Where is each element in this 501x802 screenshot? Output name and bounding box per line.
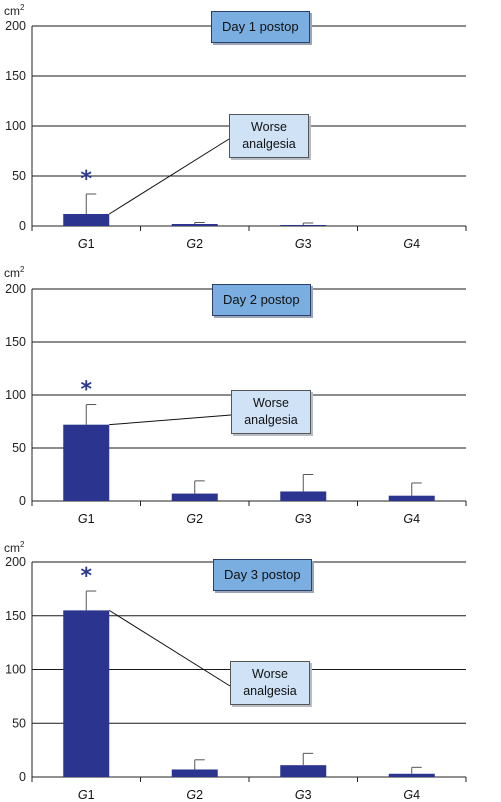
x-tick-label: G1 <box>78 788 95 802</box>
chart-panel-day-1: 0 50 100 150 200 G1 * G2 G3 G4 cm2 Day 1 postop W… <box>0 0 501 265</box>
x-tick-label: G2 <box>186 237 203 251</box>
day-label: Day 2 postop <box>223 292 300 307</box>
annotation-line-2: analgesia <box>244 413 298 427</box>
annotation-line-2: analgesia <box>243 684 297 698</box>
x-tick-label: G4 <box>403 237 420 251</box>
x-tick-label: G2 <box>186 512 203 526</box>
annotation-connector <box>108 609 231 687</box>
x-tick-label: G3 <box>295 512 312 526</box>
y-tick-label: 50 <box>12 716 26 730</box>
y-tick-label: 150 <box>5 609 26 623</box>
bar-g2 <box>171 224 218 226</box>
bar-g4 <box>388 773 435 777</box>
bar-g3 <box>280 765 327 777</box>
y-unit-label: cm2 <box>4 265 25 280</box>
bar-g1 <box>63 214 110 226</box>
x-tick-label: G2 <box>186 788 203 802</box>
annotation-line-1: Worse <box>253 396 289 410</box>
chart-panel-day-2: 0 50 100 150 200 G1 * G2 G3 G4 cm2 Day 2 postop W… <box>0 262 501 527</box>
annotation-line-1: Worse <box>252 667 288 681</box>
y-tick-label: 100 <box>5 388 26 402</box>
significance-star: * <box>80 378 92 403</box>
y-tick-label: 200 <box>5 282 26 296</box>
bar-g4 <box>388 495 435 501</box>
y-tick-label: 50 <box>12 441 26 455</box>
chart-panel-day-3: 0 50 100 150 200 G1 * G2 G3 G4 cm2 Day 3 postop W… <box>0 537 501 802</box>
day-label: Day 3 postop <box>224 567 301 582</box>
day-label-box: Day 2 postop <box>212 284 311 316</box>
annotation-line-1: Worse <box>251 120 287 134</box>
x-tick-label: G3 <box>295 237 312 251</box>
y-tick-label: 0 <box>19 494 26 508</box>
bar-g1 <box>63 610 110 777</box>
bar-g2 <box>171 769 218 777</box>
annotation-line-2: analgesia <box>242 137 296 151</box>
day-label: Day 1 postop <box>222 19 299 34</box>
bar-g3 <box>280 225 327 226</box>
bar-g1 <box>63 424 110 501</box>
y-unit-label: cm2 <box>4 540 25 555</box>
y-tick-label: 150 <box>5 335 26 349</box>
y-tick-label: 50 <box>12 169 26 183</box>
annotation-connector <box>109 414 232 426</box>
x-tick-label: G4 <box>403 788 420 802</box>
annotation-connector <box>108 138 230 215</box>
chart-svg-day-2: 0 50 100 150 200 G1 * G2 G3 G4 <box>5 282 467 526</box>
significance-star: * <box>80 564 92 589</box>
y-tick-label: 0 <box>19 770 26 784</box>
chart-svg-day-3: 0 50 100 150 200 G1 * G2 G3 G4 <box>5 555 467 802</box>
y-tick-label: 0 <box>19 219 26 233</box>
x-tick-label: G1 <box>78 237 95 251</box>
annotation-box: Worse analgesia <box>231 390 311 434</box>
x-tick-label: G3 <box>295 788 312 802</box>
chart-svg-day-1: 0 50 100 150 200 G1 * G2 G3 G4 <box>5 19 467 251</box>
annotation-box: Worse analgesia <box>230 661 310 705</box>
y-tick-label: 100 <box>5 663 26 677</box>
day-label-box: Day 1 postop <box>211 11 310 43</box>
significance-star: * <box>80 167 92 192</box>
day-label-box: Day 3 postop <box>213 559 312 591</box>
y-tick-label: 150 <box>5 69 26 83</box>
bar-g3 <box>280 491 327 501</box>
bar-g2 <box>171 493 218 501</box>
y-unit-label: cm2 <box>4 3 25 18</box>
y-tick-label: 200 <box>5 555 26 569</box>
x-tick-label: G4 <box>403 512 420 526</box>
annotation-box: Worse analgesia <box>229 114 309 158</box>
y-tick-label: 200 <box>5 19 26 33</box>
x-tick-label: G1 <box>78 512 95 526</box>
y-tick-label: 100 <box>5 119 26 133</box>
